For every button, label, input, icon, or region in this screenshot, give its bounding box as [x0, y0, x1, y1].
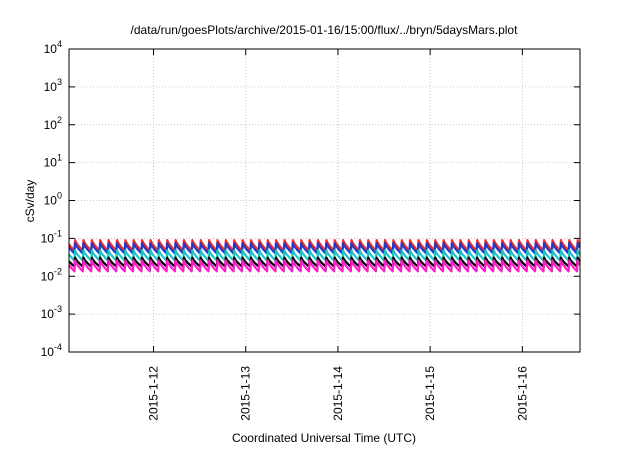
x-tick-label: 2015-1-12	[147, 366, 161, 421]
x-tick-label: 2015-1-16	[515, 366, 529, 421]
x-tick-label: 2015-1-13	[239, 366, 253, 421]
y-tick-label: 102	[44, 115, 62, 132]
x-axis-label: Coordinated Universal Time (UTC)	[232, 431, 416, 445]
y-tick-label: 10-1	[41, 228, 62, 245]
x-tick-label: 2015-1-14	[331, 366, 345, 421]
y-tick-label: 10-3	[41, 304, 62, 321]
y-tick-label: 101	[44, 153, 62, 170]
series-line-2	[68, 242, 581, 255]
grid	[69, 49, 580, 352]
series-line-3	[68, 249, 581, 262]
y-tick-label: 100	[44, 191, 62, 208]
y-axis-label: cSv/day	[23, 180, 37, 223]
series-layer	[68, 239, 581, 273]
y-tick-label: 10-4	[41, 342, 62, 359]
chart-title: /data/run/goesPlots/archive/2015-01-16/1…	[131, 23, 519, 37]
y-tick-label: 104	[44, 39, 62, 56]
x-ticks: 2015-1-12 2015-1-13 2015-1-14 2015-1-15 2015…	[147, 49, 529, 421]
series-line-4	[68, 256, 581, 268]
y-tick-label: 10-2	[41, 266, 62, 283]
y-ticks: 10-4 10-3 10-2 10-1 100 101 102 103 104	[41, 39, 580, 359]
x-tick-label: 2015-1-15	[423, 366, 437, 421]
series-line-1	[68, 239, 581, 252]
series-line-5	[68, 259, 581, 273]
y-tick-label: 103	[44, 77, 62, 94]
